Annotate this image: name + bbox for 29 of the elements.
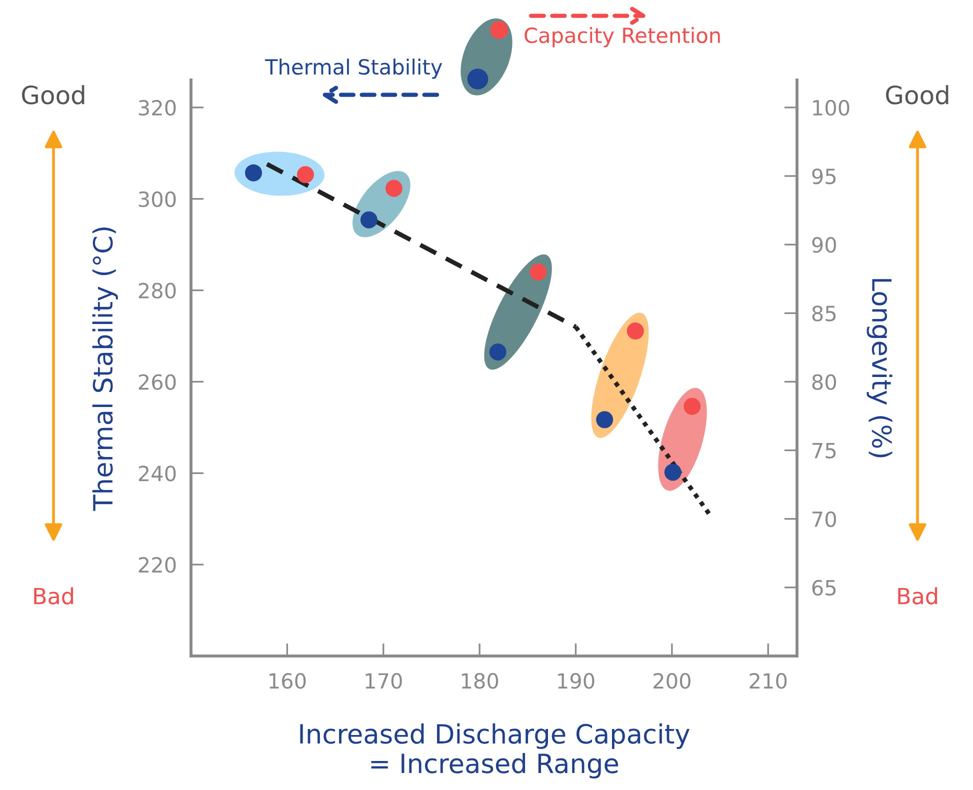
x-tick-label: 200 (654, 673, 690, 689)
text: Good (886, 85, 948, 104)
y-axis-title: Thermal Stability (°C) (92, 227, 118, 511)
y2-tick-label: 80 (812, 374, 836, 390)
y2-axis-title: Longevity (%) (866, 279, 892, 458)
y2-tick-label: 75 (812, 443, 836, 459)
y-tick-label: 280 (138, 282, 176, 299)
y-tick-label: 240 (138, 466, 176, 482)
y-tick-label: 320 (138, 100, 176, 116)
text: Thermal Stability (264, 58, 442, 79)
x-tick-label: 180 (462, 673, 498, 689)
y-tick-label: 260 (138, 374, 176, 390)
y2-tick-label: 90 (812, 237, 836, 253)
x-tick-label: 190 (558, 673, 594, 689)
y-tick-label: 220 (138, 557, 176, 573)
x-tick-label: 160 (270, 673, 306, 689)
x-axis-title: Increased Discharge Capacity = Increased Range (300, 723, 690, 778)
y2-tick-label: 100 (813, 100, 850, 116)
text: Bad (34, 587, 73, 604)
x-tick-label: 170 (366, 673, 402, 689)
y2-tick-label: 70 (812, 511, 836, 528)
text: Good (22, 85, 84, 104)
x-tick-label: 210 (750, 673, 787, 689)
y2-tick-label: 95 (812, 168, 836, 184)
text: Bad (898, 587, 938, 604)
legend-label: Capacity Retention (524, 27, 720, 48)
y-tick-label: 300 (138, 191, 176, 208)
y2-tick-label: 85 (812, 306, 836, 322)
y2-tick-label: 65 (812, 580, 836, 596)
